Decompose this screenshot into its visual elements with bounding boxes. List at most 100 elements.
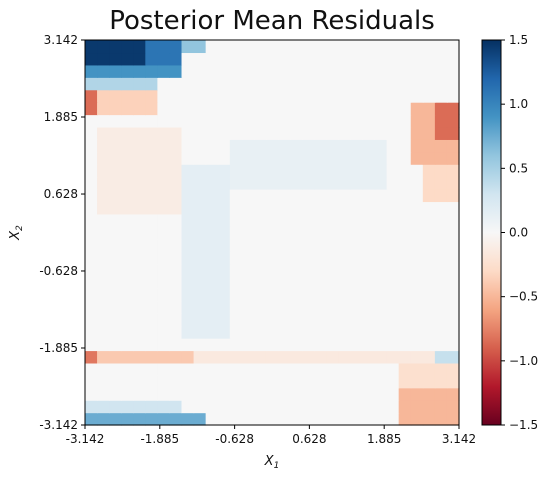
- heatmap-cell: [133, 412, 146, 426]
- colorbar-tick-label: 0.5: [509, 161, 528, 175]
- heatmap-cell: [181, 238, 195, 252]
- heatmap-cell: [434, 151, 448, 165]
- heatmap-cell: [314, 251, 327, 265]
- heatmap-cell: [253, 275, 267, 289]
- heatmap-cell: [205, 251, 219, 265]
- heatmap-cell: [290, 64, 303, 78]
- heatmap-cell: [326, 400, 339, 414]
- heatmap-cell: [97, 40, 110, 54]
- heatmap-cell: [446, 102, 460, 116]
- heatmap-cell: [169, 126, 183, 140]
- heatmap-cell: [410, 89, 424, 103]
- heatmap-cell: [290, 263, 303, 277]
- colorbar-tick-label: 0.0: [509, 226, 528, 240]
- heatmap-cell: [217, 226, 231, 240]
- colorbar-tick-label: 1.0: [509, 97, 528, 111]
- heatmap-cell: [133, 201, 146, 215]
- heatmap-cell: [121, 176, 134, 190]
- heatmap-cell: [205, 325, 219, 339]
- heatmap-cell: [145, 102, 158, 116]
- heatmap-cell: [109, 375, 122, 389]
- heatmap-cell: [205, 400, 219, 414]
- heatmap-cell: [350, 313, 364, 327]
- heatmap-cell: [181, 77, 195, 91]
- heatmap-cell: [338, 126, 352, 140]
- heatmap-cell: [446, 325, 460, 339]
- heatmap-cell: [386, 226, 400, 240]
- heatmap-cell: [434, 300, 448, 314]
- heatmap-cell: [85, 189, 98, 203]
- y-tick-label: -3.142: [39, 418, 78, 432]
- heatmap-cell: [302, 251, 315, 265]
- heatmap-cell: [302, 226, 315, 240]
- heatmap-cell: [374, 176, 388, 190]
- heatmap-cell: [145, 350, 158, 364]
- heatmap-cell: [217, 102, 231, 116]
- heatmap-cell: [422, 77, 436, 91]
- heatmap-cell: [121, 300, 134, 314]
- heatmap-cell: [265, 375, 279, 389]
- heatmap-cell: [290, 151, 303, 165]
- heatmap-cell: [205, 350, 219, 364]
- heatmap-cell: [229, 151, 243, 165]
- heatmap-cell: [362, 263, 376, 277]
- heatmap-cell: [374, 89, 388, 103]
- heatmap-cell: [109, 40, 122, 54]
- heatmap-cell: [434, 114, 448, 128]
- heatmap-cell: [374, 251, 388, 265]
- heatmap-cell: [350, 362, 364, 376]
- heatmap-cell: [386, 102, 400, 116]
- heatmap-cell: [205, 189, 219, 203]
- heatmap-cell: [314, 375, 327, 389]
- colorbar: [482, 40, 501, 425]
- heatmap-cell: [362, 362, 376, 376]
- heatmap-cell: [410, 139, 424, 153]
- heatmap-cell: [290, 400, 303, 414]
- heatmap-cell: [133, 52, 146, 66]
- heatmap-cell: [109, 52, 122, 66]
- heatmap-cell: [181, 338, 195, 352]
- heatmap-cell: [145, 164, 158, 178]
- heatmap-cell: [181, 40, 195, 54]
- heatmap-cell: [446, 89, 460, 103]
- heatmap-cell: [217, 176, 231, 190]
- heatmap-cell: [290, 412, 303, 426]
- heatmap-cell: [290, 164, 303, 178]
- heatmap-cell: [241, 52, 255, 66]
- heatmap-cell: [362, 325, 376, 339]
- heatmap-cell: [326, 139, 339, 153]
- heatmap-cell: [193, 300, 207, 314]
- heatmap-cell: [410, 213, 424, 227]
- heatmap-cell: [205, 412, 219, 426]
- heatmap-cell: [85, 126, 98, 140]
- heatmap-cell: [97, 213, 110, 227]
- y-tick-label: -0.628: [39, 264, 78, 278]
- heatmap-cell: [229, 52, 243, 66]
- heatmap-cell: [157, 325, 171, 339]
- heatmap-cell: [290, 288, 303, 302]
- heatmap-cell: [229, 400, 243, 414]
- heatmap-cell: [314, 114, 327, 128]
- heatmap-cell: [374, 64, 388, 78]
- heatmap-cell: [253, 77, 267, 91]
- heatmap-cell: [278, 238, 291, 252]
- heatmap-cell: [145, 275, 158, 289]
- heatmap-cell: [145, 338, 158, 352]
- heatmap-cell: [398, 89, 412, 103]
- heatmap-cell: [362, 387, 376, 401]
- heatmap-cell: [217, 288, 231, 302]
- heatmap-cell: [145, 387, 158, 401]
- heatmap-cell: [181, 313, 195, 327]
- heatmap-cell: [265, 226, 279, 240]
- heatmap-cell: [229, 238, 243, 252]
- heatmap-cell: [398, 77, 412, 91]
- heatmap-cell: [302, 325, 315, 339]
- heatmap-cell: [326, 251, 339, 265]
- heatmap-cell: [193, 176, 207, 190]
- heatmap-cell: [434, 263, 448, 277]
- heatmap-cell: [169, 375, 183, 389]
- heatmap-cell: [422, 300, 436, 314]
- heatmap-cell: [314, 362, 327, 376]
- heatmap-cell: [133, 362, 146, 376]
- heatmap-cell: [350, 201, 364, 215]
